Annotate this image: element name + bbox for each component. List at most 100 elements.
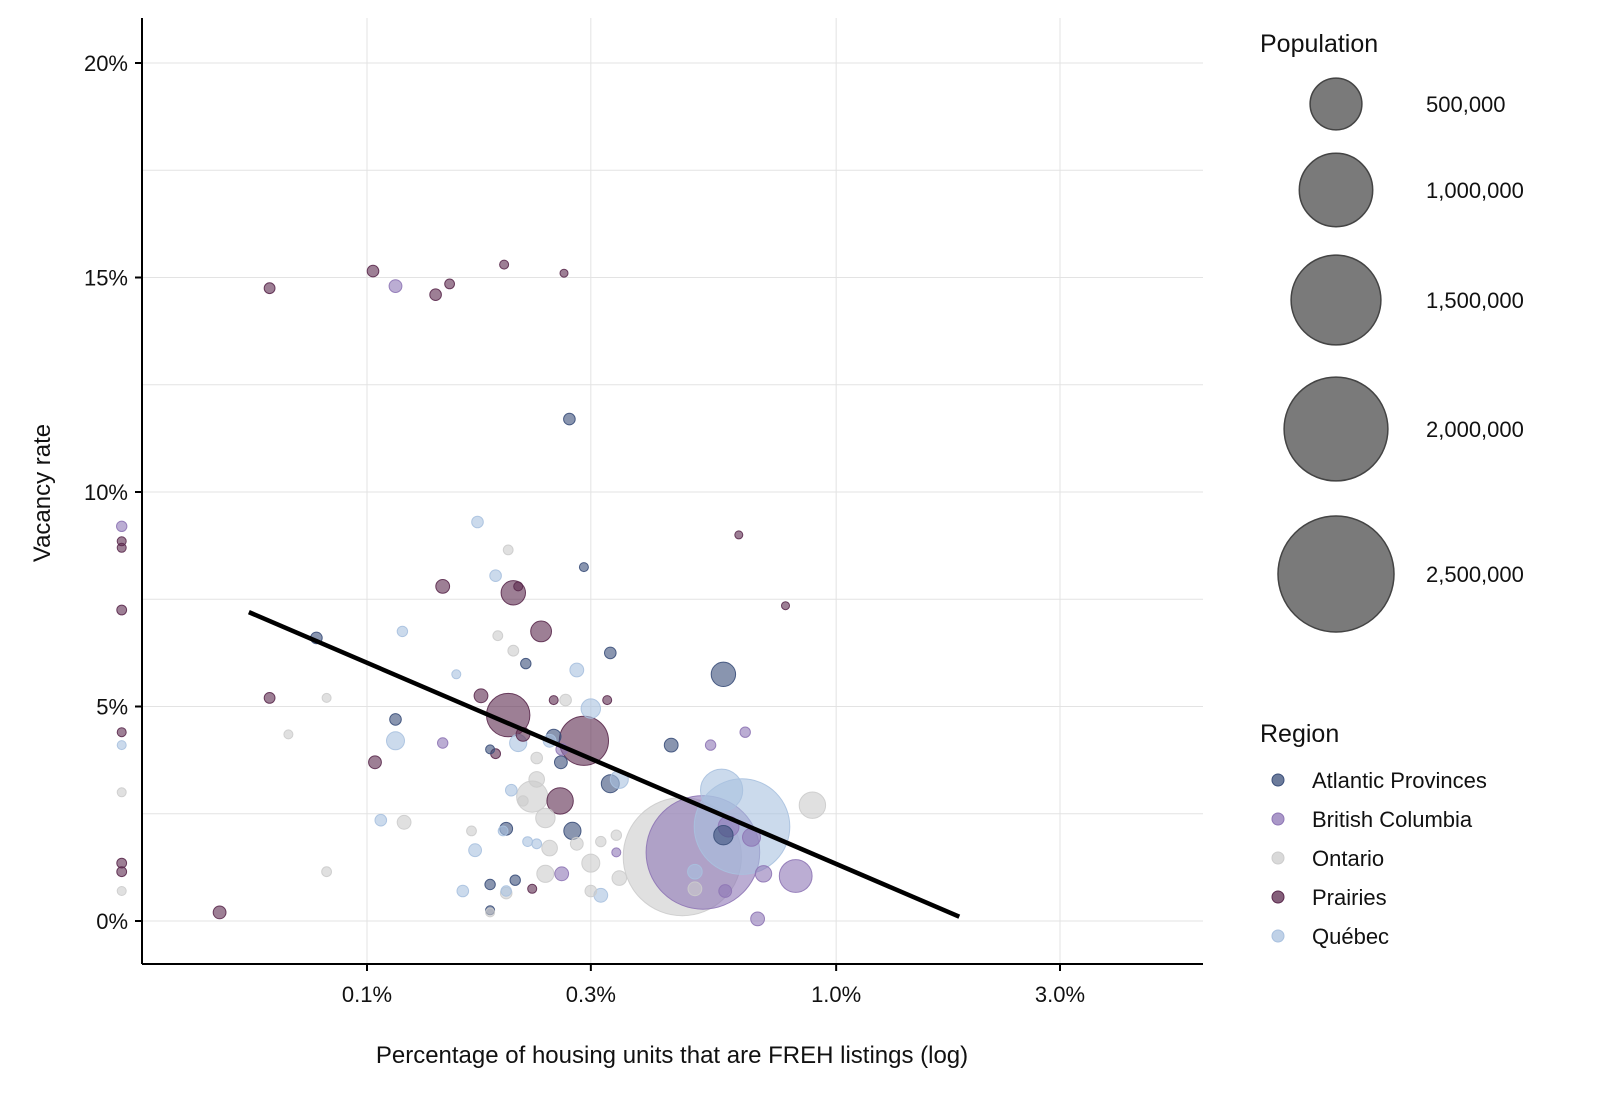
point-qu-bec-8 (489, 569, 502, 583)
point-british-columbia-5 (611, 847, 622, 858)
size-legend-label-0: 500,000 (1426, 92, 1506, 117)
color-legend-swatch-0 (1271, 773, 1285, 787)
point-atlantic-provinces-7 (520, 657, 532, 670)
point-qu-bec-9 (497, 825, 509, 837)
point-british-columbia-7 (739, 726, 751, 738)
point-prairies-24 (546, 787, 574, 815)
point-prairies-5 (116, 866, 128, 878)
x-tick-label-3: 3.0% (1035, 982, 1085, 1007)
color-legend: Region Atlantic Provinces British Columbi… (1260, 720, 1487, 949)
point-british-columbia-6 (704, 739, 717, 751)
point-atlantic-provinces-1 (389, 713, 402, 726)
size-legend-label-1: 1,000,000 (1426, 178, 1524, 203)
point-qu-bec-5 (456, 884, 470, 898)
point-atlantic-provinces-3 (484, 878, 496, 891)
point-atlantic-provinces-6 (509, 874, 521, 886)
point-ontario-1 (116, 886, 127, 896)
color-legend-swatch-2 (1271, 851, 1285, 865)
data-points (116, 259, 827, 927)
point-prairies-11 (429, 288, 442, 302)
point-qu-bec-1 (386, 731, 405, 751)
point-prairies-29 (781, 601, 790, 611)
point-qu-bec-13 (522, 836, 533, 847)
color-legend-label-4: Québec (1312, 924, 1389, 949)
point-prairies-16 (499, 259, 510, 270)
point-ontario-22 (584, 884, 598, 898)
x-axis-title: Percentage of housing units that are FRE… (376, 1042, 968, 1069)
point-ontario-21 (581, 853, 601, 873)
point-ontario-5 (396, 814, 412, 830)
point-prairies-23 (559, 268, 569, 278)
point-ontario-19 (559, 693, 572, 707)
point-british-columbia-2 (437, 737, 449, 749)
x-tick-label-2: 1.0% (811, 982, 861, 1007)
size-legend: Population 500,000 1,000,000 1,500,000 2,00… (1260, 30, 1524, 633)
point-prairies-8 (263, 692, 276, 704)
point-prairies-21 (530, 620, 552, 643)
point-prairies-10 (368, 755, 382, 770)
point-prairies-28 (734, 530, 744, 540)
point-ontario-23 (595, 835, 607, 848)
point-prairies-3 (116, 727, 127, 738)
color-legend-swatch-3 (1271, 890, 1285, 904)
point-prairies-6 (212, 905, 227, 920)
point-british-columbia-1 (388, 279, 403, 294)
point-ontario-8 (502, 544, 514, 556)
point-atlantic-provinces-9 (554, 755, 568, 770)
point-ontario-27 (687, 881, 703, 897)
grid (142, 18, 1203, 964)
color-legend-swatch-1 (1271, 812, 1285, 826)
point-prairies-1 (116, 542, 127, 553)
size-legend-circle-0 (1309, 77, 1363, 131)
point-ontario-2 (283, 729, 294, 740)
y-tick-label-4: 20% (84, 51, 128, 76)
point-ontario-16 (535, 807, 556, 829)
point-qu-bec-2 (396, 625, 409, 638)
point-ontario-6 (466, 825, 477, 837)
point-atlantic-provinces-17 (713, 825, 734, 846)
point-qu-bec-0 (116, 740, 127, 751)
point-prairies-27 (527, 883, 538, 894)
y-axis-title: Vacancy rate (29, 424, 56, 562)
trend-line-group (247, 610, 961, 919)
size-legend-label-3: 2,000,000 (1426, 417, 1524, 442)
point-ontario-9 (507, 644, 520, 657)
size-legend-label-4: 2,500,000 (1426, 562, 1524, 587)
trend-line (247, 610, 961, 919)
size-legend-circle-4 (1277, 515, 1395, 633)
point-ontario-13 (528, 771, 546, 788)
point-ontario-18 (536, 864, 555, 883)
point-british-columbia-14 (718, 884, 733, 898)
point-qu-bec-4 (451, 669, 462, 680)
point-qu-bec-17 (580, 698, 601, 719)
point-qu-bec-21 (700, 768, 744, 812)
point-prairies-7 (263, 282, 276, 295)
y-tick-label-0: 0% (96, 909, 128, 934)
size-legend-circle-3 (1283, 376, 1389, 482)
point-ontario-25 (610, 829, 622, 841)
size-legend-label-2: 1,500,000 (1426, 288, 1524, 313)
size-legend-circle-1 (1298, 152, 1374, 228)
point-ontario-7 (492, 630, 504, 642)
point-prairies-2 (116, 604, 128, 616)
point-prairies-22 (548, 695, 559, 706)
tick-labels: 0% 5% 10% 15% 20% 0.1% 0.3% 1.0% 3.0% (84, 51, 1085, 1007)
point-prairies-26 (602, 695, 613, 706)
point-ontario-3 (321, 692, 332, 703)
point-ontario-4 (321, 866, 333, 878)
point-ontario-24 (611, 870, 628, 886)
color-legend-label-3: Prairies (1312, 885, 1387, 910)
point-ontario-20 (569, 836, 584, 851)
point-british-columbia-13 (750, 911, 765, 927)
size-legend-circle-2 (1290, 254, 1382, 346)
y-tick-label-3: 15% (84, 266, 128, 291)
y-tick-label-1: 5% (96, 695, 128, 720)
point-prairies-12 (444, 278, 456, 290)
point-prairies-9 (366, 264, 380, 278)
point-atlantic-provinces-16 (710, 661, 737, 687)
point-prairies-14 (473, 688, 489, 704)
point-british-columbia-4 (554, 866, 570, 882)
y-tick-label-2: 10% (84, 480, 128, 505)
size-legend-title: Population (1260, 30, 1378, 58)
